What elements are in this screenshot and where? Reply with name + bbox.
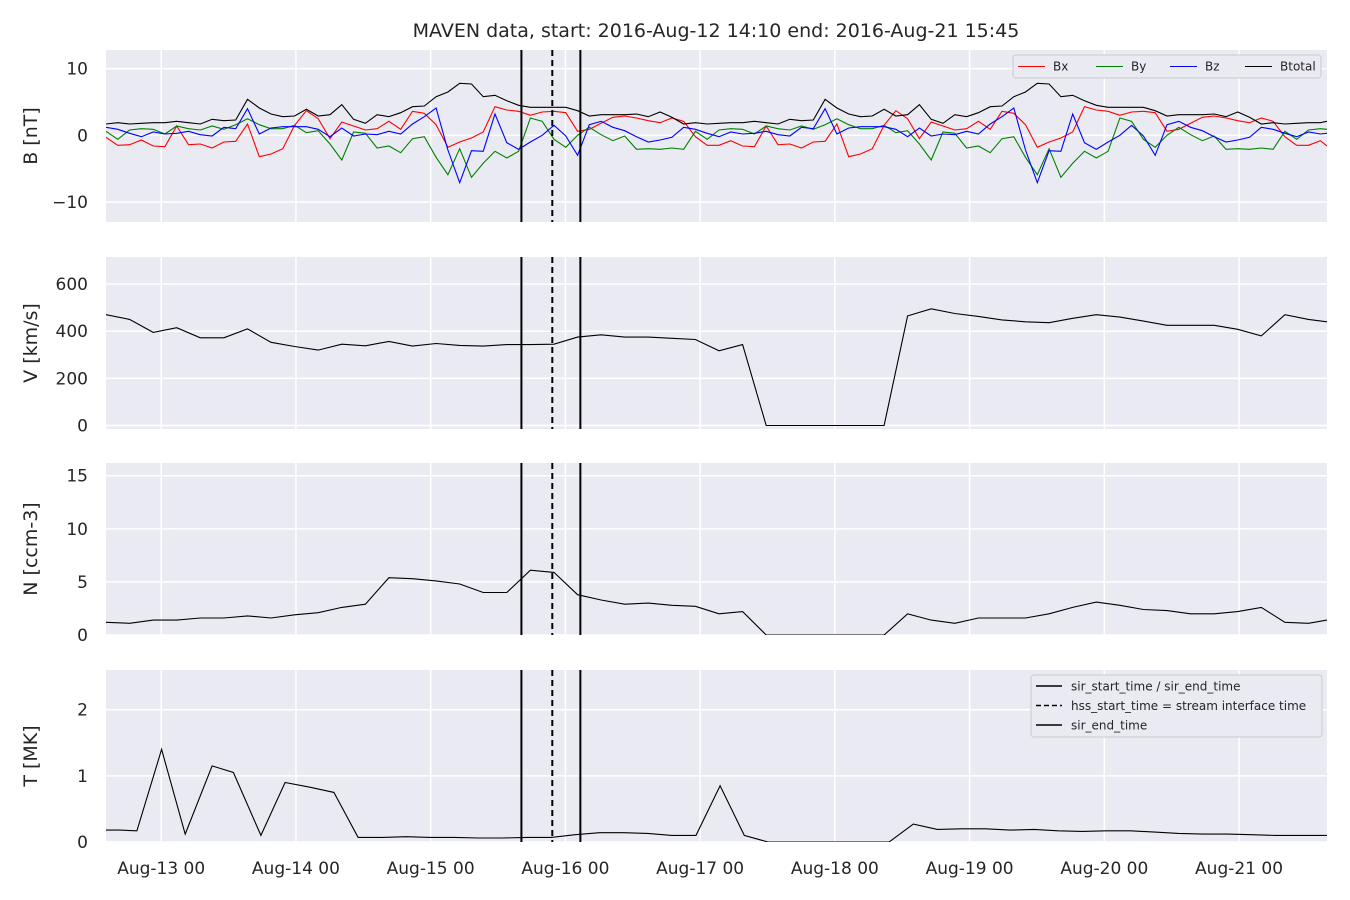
panel-velocity: 0 200 400 600 V [km/s] bbox=[20, 257, 1327, 436]
legend-label: sir_start_time / sir_end_time bbox=[1071, 680, 1241, 694]
y-tick-label: 200 bbox=[56, 369, 88, 389]
series-group bbox=[106, 82, 1327, 185]
x-tick-label: Aug-21 00 bbox=[1195, 859, 1283, 879]
x-tick-label: Aug-13 00 bbox=[117, 859, 205, 879]
x-tick-label: Aug-14 00 bbox=[252, 859, 340, 879]
x-tick-label: Aug-19 00 bbox=[926, 859, 1014, 879]
y-tick-label: 2 bbox=[77, 701, 88, 721]
x-tick-label: Aug-15 00 bbox=[387, 859, 475, 879]
y-axis-label: N [ccm-3] bbox=[20, 502, 42, 595]
x-tick-label: Aug-18 00 bbox=[791, 859, 879, 879]
x-tick-label: Aug-16 00 bbox=[521, 859, 609, 879]
legend-box bbox=[1012, 54, 1322, 79]
y-tick-label: 0 bbox=[77, 833, 88, 853]
y-tick-label: 0 bbox=[77, 126, 88, 146]
legend-label: hss_start_time = stream interface time bbox=[1071, 699, 1306, 713]
y-tick-label: 5 bbox=[77, 573, 88, 593]
y-tick-label: 600 bbox=[56, 275, 88, 295]
plot-area bbox=[106, 257, 1327, 429]
series-line-bz bbox=[106, 107, 1327, 185]
y-tick-label: 15 bbox=[66, 467, 88, 487]
legend-label: Btotal bbox=[1280, 60, 1316, 74]
series-line-v bbox=[106, 308, 1327, 427]
y-tick-label: −10 bbox=[52, 193, 88, 213]
series-group bbox=[106, 308, 1327, 427]
y-tick-label: 0 bbox=[77, 416, 88, 436]
legend-event-lines: sir_start_time / sir_end_time hss_start_t… bbox=[1030, 674, 1323, 738]
y-tick-label: 1 bbox=[77, 767, 88, 787]
y-tick-label: 10 bbox=[66, 60, 88, 80]
legend-label: sir_end_time bbox=[1071, 719, 1147, 733]
y-tick-label: 10 bbox=[66, 520, 88, 540]
series-group bbox=[106, 747, 1327, 842]
panel-magnetic-field: −10 0 10 B [nT] bbox=[20, 50, 1327, 222]
x-tick-label: Aug-20 00 bbox=[1060, 859, 1148, 879]
legend-label: By bbox=[1131, 60, 1146, 74]
series-line-n bbox=[106, 569, 1327, 635]
x-tick-labels: Aug-13 00 Aug-14 00 Aug-15 00 Aug-16 00 Aug-… bbox=[117, 859, 1283, 879]
y-axis-label: V [km/s] bbox=[20, 303, 42, 383]
legend-label: Bx bbox=[1053, 60, 1068, 74]
series-line-bx bbox=[106, 106, 1327, 158]
legend-label: Bz bbox=[1205, 60, 1220, 74]
series-group bbox=[106, 569, 1327, 635]
y-axis-label: B [nT] bbox=[20, 107, 42, 165]
legend-box bbox=[1030, 674, 1323, 738]
y-axis-label: T [MK] bbox=[20, 725, 42, 787]
figure-title: MAVEN data, start: 2016-Aug-12 14:10 end… bbox=[413, 20, 1020, 42]
series-line-btotal bbox=[106, 82, 1327, 125]
panel-density: 0 5 10 15 N [ccm-3] bbox=[20, 463, 1327, 646]
legend-field-components: Bx By Bz Btotal bbox=[1012, 54, 1322, 79]
y-tick-label: 0 bbox=[77, 626, 88, 646]
series-line-t bbox=[106, 747, 1327, 842]
series-line-by bbox=[106, 117, 1327, 179]
x-tick-label: Aug-17 00 bbox=[656, 859, 744, 879]
y-tick-label: 400 bbox=[56, 322, 88, 342]
